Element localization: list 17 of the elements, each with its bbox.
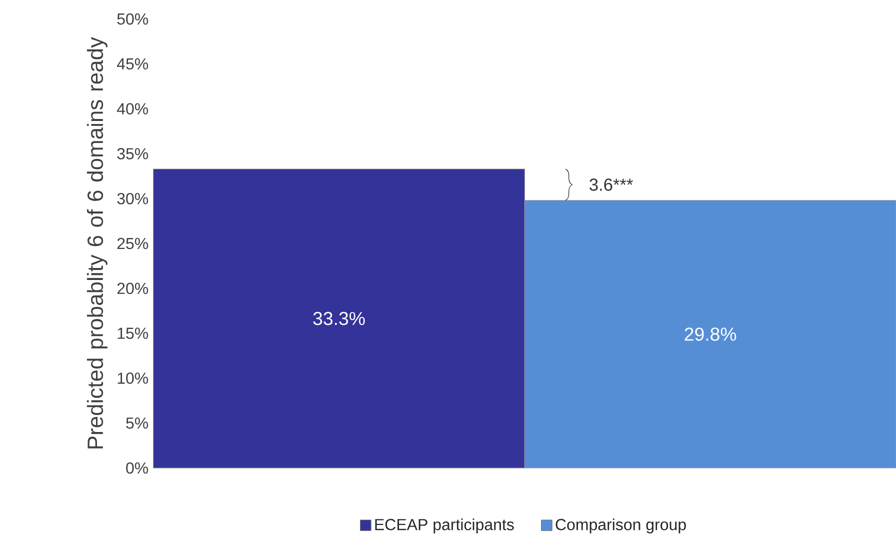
y-tick-label: 30% [117, 192, 148, 204]
y-tick-label: 0% [126, 462, 148, 474]
y-tick-label: 45% [116, 58, 148, 70]
legend-label: ECEAP participants [375, 518, 514, 534]
legend-label: Comparison group [556, 518, 686, 534]
annotation: 3.6*** [590, 178, 633, 191]
data-label: 29.8% [684, 328, 736, 341]
y-tick-label: 40% [116, 103, 148, 114]
y-tick-label: 5% [126, 417, 148, 429]
y-tick-label: 15% [118, 328, 148, 339]
y-tick-label: 25% [117, 238, 148, 250]
y-tick-label: 20% [117, 282, 148, 294]
y-tick-label: 10% [118, 372, 148, 384]
data-label: 33.3% [313, 312, 365, 326]
y-tick-label: 50% [117, 13, 148, 25]
y-axis-title: Predicted probablity 6 of 6 domains ready [86, 36, 108, 448]
y-tick-label: 35% [117, 148, 148, 160]
